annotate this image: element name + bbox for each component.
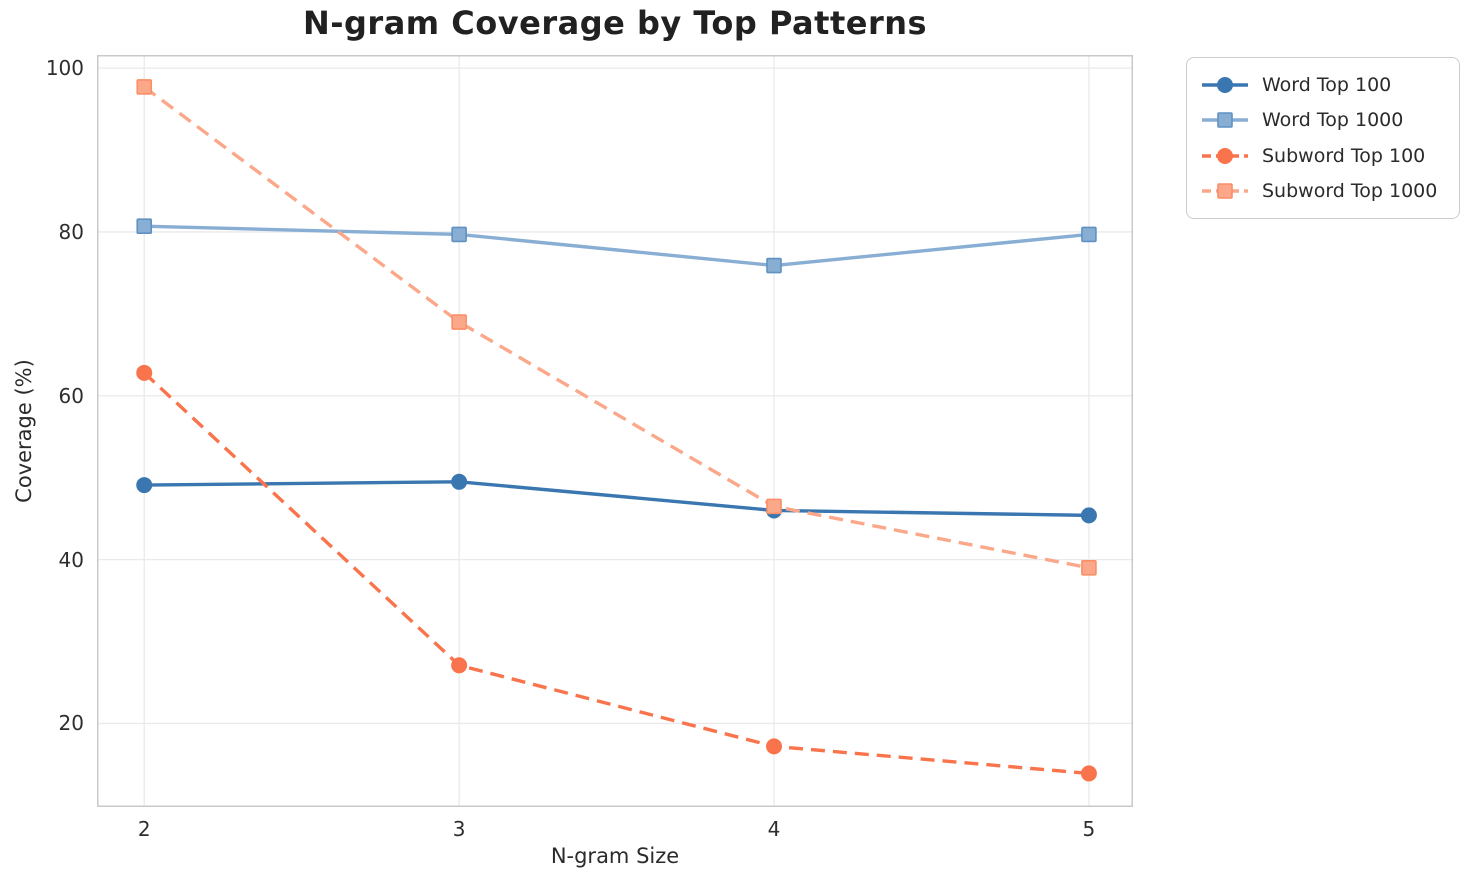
x-tick-label: 3	[452, 817, 466, 841]
x-tick-label: 4	[767, 817, 781, 841]
y-tick-label: 100	[45, 56, 84, 81]
square-marker-icon	[1217, 112, 1233, 129]
legend-line-sample	[1202, 147, 1248, 164]
data-point-marker	[136, 477, 153, 494]
series-line	[144, 224, 1090, 268]
y-axis-label: Coverage (%)	[12, 359, 36, 503]
series-line	[144, 480, 1089, 518]
data-point-marker	[1080, 507, 1097, 524]
legend-item: Subword Top 100	[1201, 138, 1445, 174]
legend: Word Top 100 Word Top 1000 Subword Top 100…	[1186, 57, 1460, 219]
legend-item: Word Top 1000	[1201, 103, 1445, 139]
data-point-marker	[1081, 226, 1097, 243]
legend-line-sample	[1202, 183, 1248, 200]
data-point-marker	[766, 257, 782, 274]
y-tick-label: 80	[58, 219, 84, 244]
data-point-marker	[136, 79, 153, 95]
data-point-marker	[1081, 560, 1097, 576]
legend-label: Subword Top 1000	[1262, 180, 1438, 203]
data-point-marker	[1080, 765, 1097, 782]
plot-area	[97, 55, 1133, 807]
plot-border	[97, 55, 1133, 807]
chart-title: N-gram Coverage by Top Patterns	[302, 4, 928, 42]
legend-label: Word Top 1000	[1262, 109, 1404, 132]
legend-label: Subword Top 100	[1262, 144, 1426, 167]
y-tick-label: 40	[58, 547, 84, 572]
x-axis-label: N-gram Size	[550, 844, 680, 868]
data-point-marker	[766, 738, 783, 755]
data-point-marker	[451, 314, 467, 330]
data-point-marker	[451, 657, 468, 674]
series-line	[143, 85, 1090, 570]
legend-item: Subword Top 1000	[1201, 174, 1445, 210]
data-point-marker	[451, 473, 468, 490]
series-line	[143, 371, 1090, 776]
data-point-marker	[136, 218, 153, 235]
legend-label: Word Top 100	[1262, 73, 1392, 96]
x-tick-label: 2	[137, 817, 151, 841]
data-point-marker	[451, 226, 467, 243]
circle-marker-icon	[1216, 76, 1233, 93]
legend-item: Word Top 100	[1201, 67, 1445, 103]
data-point-marker	[136, 364, 153, 381]
y-tick-label: 20	[58, 711, 84, 736]
x-tick-label: 5	[1082, 817, 1096, 841]
data-point-marker	[766, 498, 782, 515]
square-marker-icon	[1217, 183, 1233, 200]
y-tick-label: 60	[58, 383, 84, 408]
legend-line-sample	[1202, 76, 1248, 93]
legend-line-sample	[1202, 112, 1248, 129]
circle-marker-icon	[1216, 147, 1233, 164]
